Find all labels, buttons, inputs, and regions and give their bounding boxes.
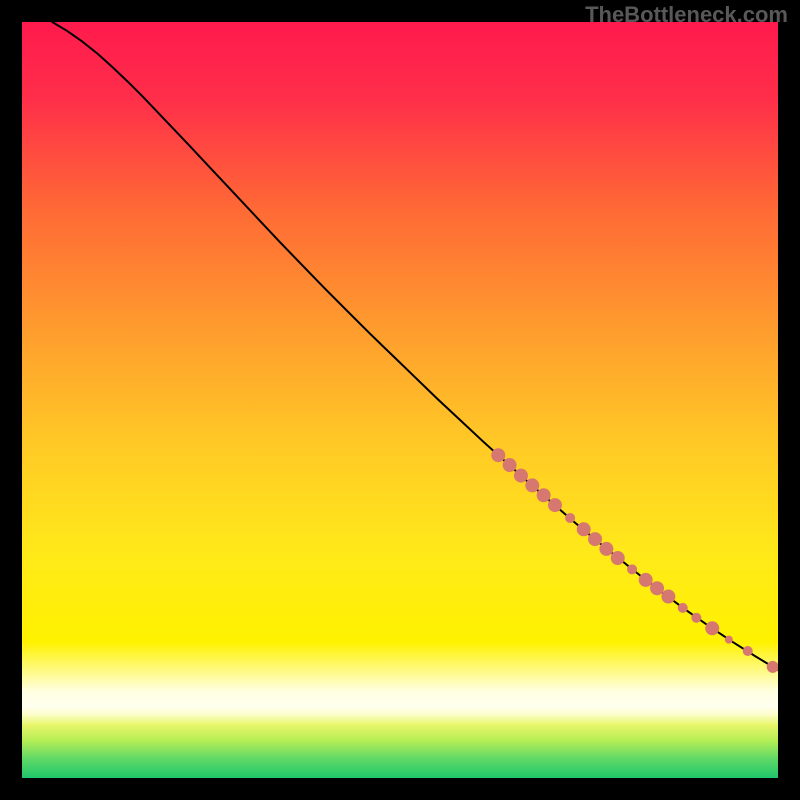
chart-frame: TheBottleneck.com	[0, 0, 800, 800]
data-marker	[525, 478, 539, 492]
data-marker	[705, 621, 719, 635]
data-marker	[588, 532, 602, 546]
data-marker	[661, 590, 675, 604]
data-marker	[639, 573, 653, 587]
data-marker	[725, 636, 733, 644]
data-marker	[627, 564, 637, 574]
data-marker	[491, 448, 505, 462]
chart-svg	[22, 22, 778, 778]
data-marker	[650, 581, 664, 595]
data-marker	[565, 513, 575, 523]
data-marker	[503, 458, 517, 472]
data-marker	[743, 646, 753, 656]
data-marker	[577, 522, 591, 536]
data-marker	[514, 469, 528, 483]
data-marker	[599, 542, 613, 556]
data-marker	[691, 613, 701, 623]
plot-area	[22, 22, 778, 778]
gradient-background	[22, 22, 778, 778]
data-marker	[548, 498, 562, 512]
data-marker	[611, 551, 625, 565]
data-marker	[678, 603, 688, 613]
data-marker	[537, 488, 551, 502]
